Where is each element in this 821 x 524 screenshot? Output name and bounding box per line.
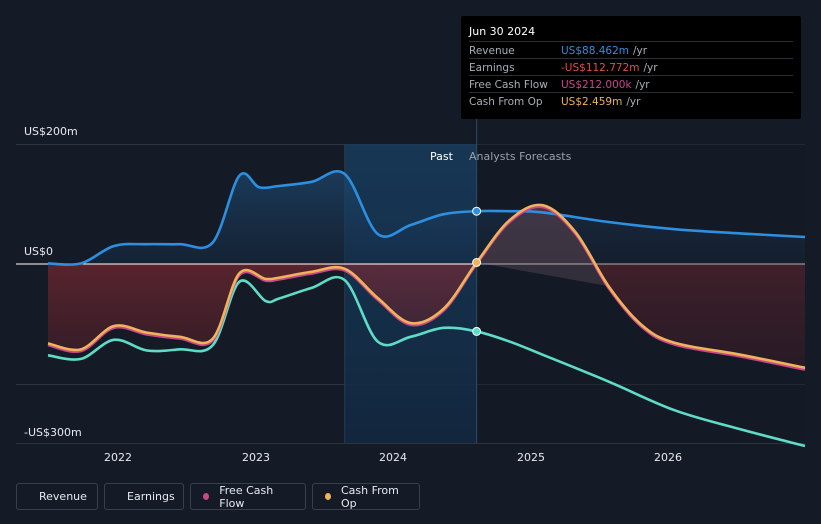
- earnings-line: [47, 275, 806, 448]
- x-tick-2025: 2025: [517, 451, 545, 464]
- tooltip-value: US$88.462m/yr: [561, 45, 647, 57]
- legend-earnings[interactable]: Earnings: [104, 483, 184, 510]
- legend-label: Revenue: [39, 490, 87, 503]
- legend-cash-from-op[interactable]: Cash From Op: [312, 483, 420, 510]
- tooltip: Jun 30 2024 Revenue US$88.462m/yr Earnin…: [461, 16, 801, 119]
- legend-free-cash-flow[interactable]: Free Cash Flow: [190, 483, 306, 510]
- negative-area: [48, 206, 805, 370]
- forecast-dim: [476, 144, 805, 443]
- y-axis-label-bottom: -US$300m: [24, 426, 82, 439]
- tooltip-value: -US$112.772m/yr: [561, 62, 658, 74]
- tooltip-label: Earnings: [469, 62, 515, 74]
- tooltip-value: US$212.000k/yr: [561, 79, 650, 91]
- forecast-label: Analysts Forecasts: [469, 150, 572, 163]
- tooltip-unit: /yr: [643, 62, 658, 74]
- cash-flow-hump-area: [476, 204, 609, 287]
- tooltip-row-cash-from-op: Cash From Op US$2.459m/yr: [469, 92, 793, 110]
- revenue-line: [47, 169, 806, 266]
- legend-label: Earnings: [127, 490, 175, 503]
- tooltip-value: US$2.459m/yr: [561, 96, 640, 108]
- tooltip-value-text: US$88.462m: [561, 45, 629, 57]
- cash-from-op-line: [47, 203, 806, 370]
- legend-label: Cash From Op: [341, 483, 399, 510]
- tooltip-value-text: -US$112.772m: [561, 62, 640, 74]
- tooltip-unit: /yr: [626, 96, 641, 108]
- earnings-marker: [472, 326, 482, 336]
- tooltip-row-free-cash-flow: Free Cash Flow US$212.000k/yr: [469, 75, 793, 93]
- tooltip-label: Free Cash Flow: [469, 79, 548, 91]
- tooltip-unit: /yr: [633, 45, 648, 57]
- y-axis-label-top: US$200m: [24, 125, 78, 138]
- y-axis-label-zero: US$0: [24, 245, 54, 258]
- cash-from-op-marker: [472, 258, 482, 267]
- tooltip-row-revenue: Revenue US$88.462m/yr: [469, 41, 793, 59]
- tooltip-value-text: US$2.459m: [561, 96, 623, 108]
- revenue-area: [48, 171, 805, 265]
- tooltip-label: Revenue: [469, 45, 515, 57]
- tooltip-value-text: US$212.000k: [561, 79, 632, 91]
- revenue-marker: [472, 206, 482, 216]
- legend-label: Free Cash Flow: [219, 483, 274, 510]
- x-tick-2026: 2026: [654, 451, 682, 464]
- cash-from-op-dot-icon: [325, 493, 331, 500]
- x-tick-2023: 2023: [242, 451, 270, 464]
- x-tick-2024: 2024: [379, 451, 407, 464]
- free-cash-flow-dot-icon: [203, 493, 210, 500]
- x-tick-2022: 2022: [104, 451, 132, 464]
- tooltip-label: Cash From Op: [469, 96, 543, 108]
- tooltip-date: Jun 30 2024: [469, 25, 536, 38]
- tooltip-unit: /yr: [635, 79, 650, 91]
- past-label: Past: [430, 150, 453, 163]
- legend-revenue[interactable]: Revenue: [16, 483, 98, 510]
- tooltip-row-earnings: Earnings -US$112.772m/yr: [469, 58, 793, 76]
